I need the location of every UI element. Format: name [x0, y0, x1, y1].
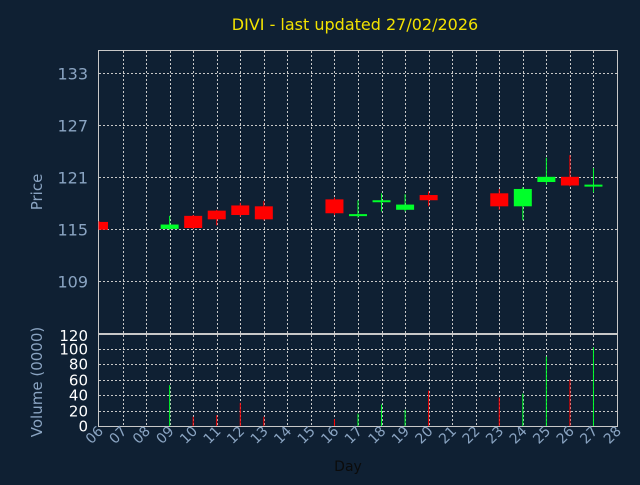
candle-body	[372, 200, 391, 203]
volume-panel-frame	[98, 334, 618, 427]
volume-top-tick-label: 120	[59, 327, 88, 345]
price-axis-label: Price	[28, 174, 46, 211]
volume-tick-label: 80	[69, 356, 88, 374]
volume-axis-label: Volume (0000)	[28, 327, 46, 437]
volume-tick-label: 60	[69, 372, 88, 390]
volume-tick-label: 20	[69, 403, 88, 421]
candle-body	[349, 214, 367, 217]
price-tick-label: 109	[57, 273, 88, 292]
volume-tick-label: 0	[78, 418, 88, 436]
candle-body	[419, 195, 438, 201]
price-grid	[99, 51, 617, 333]
candle-body	[254, 206, 273, 220]
candle-body	[560, 176, 579, 186]
candle-body	[207, 210, 226, 220]
price-tick-label: 115	[57, 221, 88, 240]
volume-tick-label: 40	[69, 387, 88, 405]
price-panel-frame	[98, 50, 618, 334]
price-tick-label: 133	[57, 65, 88, 84]
candle-body	[325, 199, 344, 214]
volume-tick-label: 100	[59, 341, 88, 359]
candle-body	[490, 193, 509, 207]
price-tick-label: 127	[57, 117, 88, 136]
x-axis-label: Day	[334, 459, 362, 475]
candle-body	[513, 188, 532, 207]
candle-body	[184, 215, 203, 229]
x-axis-ticks: 06 07 08 09 10 11 12 13 14 15 16 17 18 19 20 21 22 23 24 25…	[83, 423, 625, 447]
candle-body	[99, 221, 108, 230]
candle-body	[160, 224, 179, 229]
chart-title: DIVI - last updated 27/02/2026	[232, 15, 478, 34]
candle-body	[537, 176, 556, 183]
volume-bars	[169, 347, 594, 426]
candle-body	[584, 184, 603, 187]
candle-body	[231, 205, 250, 215]
price-axis-ticks: 133 127 121 115 109	[57, 65, 88, 292]
candle-body	[396, 204, 415, 210]
price-tick-label: 121	[57, 169, 88, 188]
candles	[98, 155, 603, 230]
